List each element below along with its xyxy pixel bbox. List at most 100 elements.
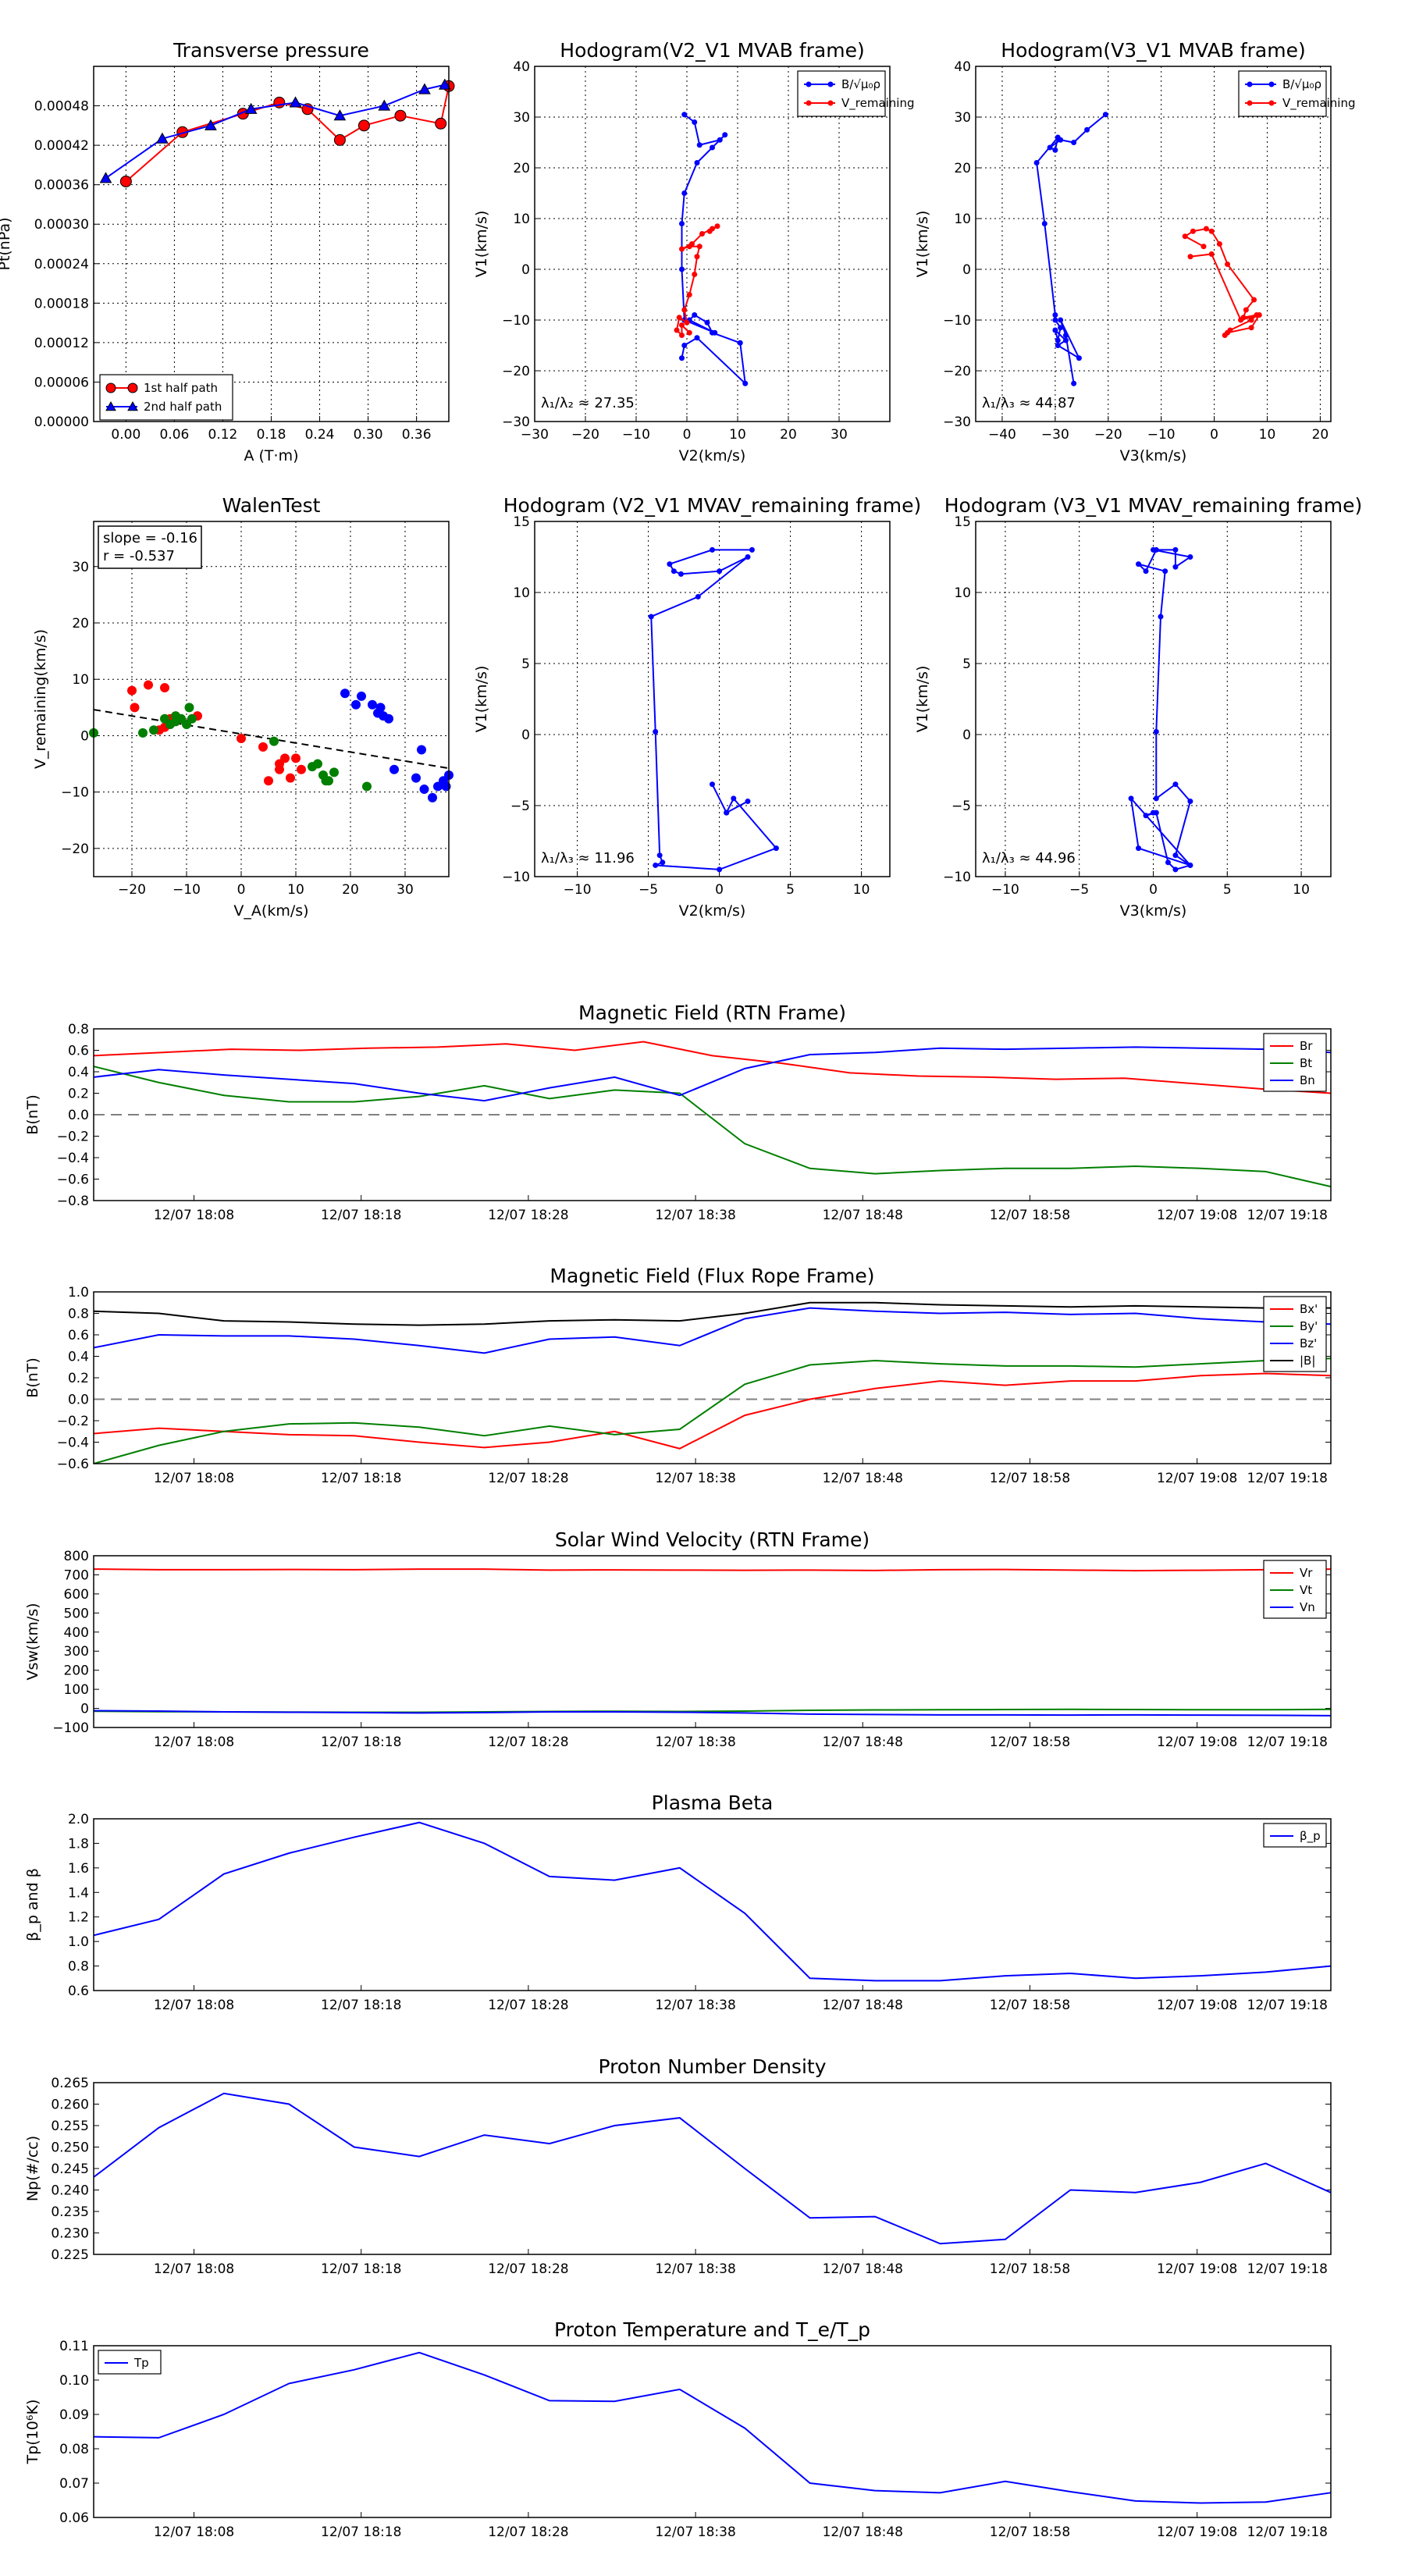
hodo2-title: Hodogram(V3_V1 MVAB frame) — [1001, 39, 1305, 62]
np-xtick-label: 12/07 19:08 — [1157, 2261, 1237, 2277]
walen-point — [417, 745, 426, 755]
hodo1-point — [692, 119, 698, 125]
tp-xtick-label: 0.12 — [208, 427, 238, 443]
hodo1-ytick-label: 10 — [513, 212, 530, 227]
walen-plot-frame — [93, 521, 450, 877]
tp-xtick-label: 0.06 — [159, 427, 189, 443]
hodo2-chart: −30 −20 −10 0 10 20 30 40 −40 −30 −20 −10 0 10 20 Hodog… — [914, 39, 1356, 464]
hodo1-point — [679, 333, 685, 338]
np-ytick-label: 0.230 — [51, 2226, 89, 2242]
hodo1-ytick-label: −10 — [502, 313, 530, 329]
tp2-xtick-label: 12/07 18:28 — [488, 2524, 568, 2540]
beta-ytick-label: 0.6 — [68, 1984, 89, 1999]
tp-legend-marker — [105, 400, 116, 411]
walen-point — [362, 781, 372, 792]
np-ytick-label: 0.255 — [51, 2119, 89, 2134]
hodo3-point — [717, 568, 723, 575]
walen-point — [297, 764, 306, 774]
hodo2-point — [1190, 228, 1196, 234]
brtn-chart: −0.8 −0.6 −0.4 −0.2 0.0 0.2 0.4 0.6 0.8 12/07 18:… — [24, 1002, 1332, 1223]
hodo4-point — [1187, 862, 1193, 868]
hodo4-annotation: λ₁/λ₃ ≈ 44.96 — [982, 850, 1076, 866]
brtn-ytick-label: 0.8 — [68, 1022, 89, 1037]
brtn-title: Magnetic Field (RTN Frame) — [578, 1002, 846, 1024]
walen-point — [258, 742, 268, 752]
hodo1-ytick-label: 30 — [513, 110, 530, 126]
np-xtick-label: 12/07 19:18 — [1247, 2261, 1328, 2277]
hodo1-point — [710, 144, 715, 151]
hodo1-legend-marker — [827, 100, 834, 106]
hodo3-xtick-label: −10 — [564, 882, 592, 898]
hodo4-point — [1172, 866, 1179, 873]
brtn-xtick-label: 12/07 18:08 — [154, 1208, 234, 1223]
hodo3-point — [745, 554, 751, 560]
beta-xtick-label: 12/07 18:48 — [823, 1998, 903, 2013]
tp-ytick-label: 0.00048 — [34, 99, 89, 115]
hodo4-xtick-label: 5 — [1223, 882, 1232, 898]
tp2-series-line — [93, 2351, 1332, 2504]
tp2-ylabel: Tp(10⁶K) — [24, 2400, 41, 2465]
hodo2-point — [1256, 312, 1262, 318]
walen-point — [275, 764, 284, 774]
brtn-series-line — [93, 1066, 1332, 1188]
beta-title: Plasma Beta — [652, 1791, 774, 1814]
walen-point — [165, 720, 175, 729]
tp2-legend-label: Tp — [133, 2356, 149, 2370]
hodo1-xtick-label: −10 — [622, 427, 650, 443]
tp2-ytick-label: 0.07 — [59, 2476, 89, 2492]
tp2-plot-frame — [93, 2345, 1332, 2518]
hodo3-ytick-label: 15 — [513, 514, 530, 530]
hodo3-ytick-label: −10 — [502, 870, 530, 885]
hodo4-xtick-label: 10 — [1293, 882, 1310, 898]
tp2-xtick-label: 12/07 18:18 — [321, 2524, 401, 2540]
hodo3-point — [773, 845, 779, 852]
hodo2-ytick-label: 20 — [954, 161, 971, 176]
bfr-ytick-label: −0.6 — [57, 1457, 89, 1472]
walen-title: WalenTest — [222, 494, 321, 517]
tp2-ytick-label: 0.09 — [59, 2407, 89, 2423]
walen-point — [138, 728, 148, 738]
vsw-xtick-label: 12/07 18:18 — [321, 1735, 401, 1750]
hodo1-point — [704, 319, 710, 326]
tp2-title: Proton Temperature and T_e/T_p — [554, 2318, 870, 2341]
hodo1-ylabel: V1(km/s) — [473, 211, 490, 278]
hodo2-xlabel: V3(km/s) — [1120, 447, 1187, 464]
hodo2-point — [1225, 262, 1231, 267]
beta-ytick-label: 0.8 — [68, 1959, 89, 1975]
hodo4-point — [1143, 813, 1149, 819]
walen-point — [384, 713, 393, 724]
hodo3-series-line — [650, 549, 778, 870]
tp-point — [357, 119, 370, 132]
bfr-ytick-label: 0.8 — [68, 1307, 89, 1322]
tp2-xtick-label: 12/07 19:08 — [1157, 2524, 1237, 2540]
hodo4-ylabel: V1(km/s) — [914, 666, 931, 733]
vsw-xtick-label: 12/07 18:58 — [990, 1735, 1070, 1750]
brtn-ytick-label: −0.4 — [57, 1151, 89, 1166]
brtn-plot-frame — [93, 1028, 1332, 1201]
walen-point — [389, 764, 399, 774]
hodo1-point — [679, 322, 685, 328]
hodo1-xtick-label: −30 — [521, 427, 549, 443]
np-xtick-label: 12/07 18:48 — [823, 2261, 903, 2277]
np-ylabel: Np(#/cc) — [24, 2136, 41, 2201]
hodo1-point — [692, 272, 698, 277]
walen-point — [351, 699, 361, 710]
vsw-chart: −100 0 100 200 300 400 500 600 700 800 12/07 18:08… — [24, 1528, 1332, 1750]
hodo1-legend-marker — [806, 81, 812, 87]
walen-ytick-label: −10 — [61, 785, 89, 801]
tp-point — [205, 119, 217, 130]
np-xtick-label: 12/07 18:28 — [488, 2261, 568, 2277]
vsw-xtick-label: 12/07 18:28 — [488, 1735, 568, 1750]
walen-point — [149, 725, 158, 735]
hodo3-point — [724, 809, 730, 816]
beta-series-line — [93, 1821, 1332, 1982]
hodo1-xtick-label: 10 — [729, 427, 746, 443]
tp-point — [438, 78, 451, 90]
hodo4-point — [1151, 809, 1156, 816]
walen-point — [160, 683, 169, 693]
walen-xtick-label: −20 — [118, 882, 146, 898]
bfr-title: Magnetic Field (Flux Rope Frame) — [550, 1265, 874, 1287]
hodo2-point — [1203, 226, 1209, 232]
tp-xtick-label: 0.24 — [305, 427, 335, 443]
walen-ytick-label: 10 — [72, 672, 89, 688]
